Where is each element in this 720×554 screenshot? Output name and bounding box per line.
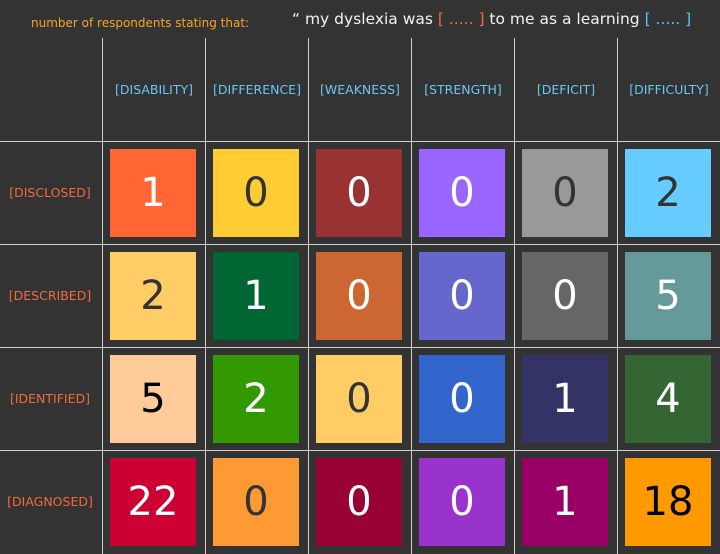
cell-value: 5 <box>140 376 166 422</box>
quote-mid: to me as a learning <box>484 10 645 28</box>
cell-value: 18 <box>642 479 694 525</box>
value-cell: 1 <box>110 149 196 237</box>
value-cell: 5 <box>110 355 196 443</box>
cell-value: 0 <box>346 273 372 319</box>
value-cell: 0 <box>419 458 505 546</box>
value-cell: 0 <box>419 355 505 443</box>
row-header: [IDENTIFIED] <box>9 391 91 406</box>
value-cell: 0 <box>419 252 505 340</box>
value-cell: 0 <box>316 252 402 340</box>
column-header: [DIFFERENCE] <box>213 82 301 97</box>
value-cell: 0 <box>316 149 402 237</box>
cell-value: 0 <box>449 170 475 216</box>
value-cell: 1 <box>522 458 608 546</box>
value-cell: 5 <box>625 252 711 340</box>
column-header: [DIFFICULTY] <box>629 82 709 97</box>
value-cell: 0 <box>213 458 299 546</box>
cell-value: 0 <box>346 376 372 422</box>
cell-value: 0 <box>552 170 578 216</box>
value-cell: 0 <box>213 149 299 237</box>
value-cell: 2 <box>110 252 196 340</box>
cell-value: 2 <box>243 376 269 422</box>
cell-value: 1 <box>243 273 269 319</box>
value-cell: 0 <box>316 355 402 443</box>
cell-value: 0 <box>449 479 475 525</box>
value-cell: 2 <box>213 355 299 443</box>
column-header: [DEFICIT] <box>536 82 596 97</box>
value-cell: 4 <box>625 355 711 443</box>
cell-value: 22 <box>127 479 179 525</box>
column-header: [STRENGTH] <box>424 82 502 97</box>
row-header: [DISCLOSED] <box>9 185 91 200</box>
value-cell: 0 <box>522 252 608 340</box>
value-cell: 1 <box>522 355 608 443</box>
cell-value: 0 <box>243 479 269 525</box>
cell-value: 4 <box>655 376 681 422</box>
column-header: [DISABILITY] <box>115 82 193 97</box>
chart-header: number of respondents stating that: “ my… <box>0 0 720 40</box>
value-cell: 0 <box>316 458 402 546</box>
row-header: [DESCRIBED] <box>8 288 92 303</box>
value-cell: 0 <box>522 149 608 237</box>
cell-value: 5 <box>655 273 681 319</box>
quote-bracket-orange: [ ..... ] <box>437 10 485 28</box>
cell-value: 1 <box>140 170 166 216</box>
cell-value: 0 <box>243 170 269 216</box>
row-header: [DIAGNOSED] <box>7 494 93 509</box>
column-header: [WEAKNESS] <box>320 82 400 97</box>
chart-caption: number of respondents stating that: <box>31 16 250 30</box>
cell-value: 2 <box>140 273 166 319</box>
cell-value: 1 <box>552 376 578 422</box>
value-cell: 22 <box>110 458 196 546</box>
quote-bracket-blue: [ ..... ] <box>644 10 692 28</box>
value-cell: 0 <box>419 149 505 237</box>
cell-value: 0 <box>346 479 372 525</box>
chart-quote: “ my dyslexia was [ ..... ] to me as a l… <box>292 10 691 28</box>
value-cell: 2 <box>625 149 711 237</box>
cell-value: 0 <box>449 273 475 319</box>
cell-value: 1 <box>552 479 578 525</box>
cell-value: 2 <box>655 170 681 216</box>
cell-value: 0 <box>449 376 475 422</box>
value-cell: 18 <box>625 458 711 546</box>
cell-value: 0 <box>346 170 372 216</box>
cell-value: 0 <box>552 273 578 319</box>
quote-open: “ my dyslexia was <box>292 10 438 28</box>
value-cell: 1 <box>213 252 299 340</box>
